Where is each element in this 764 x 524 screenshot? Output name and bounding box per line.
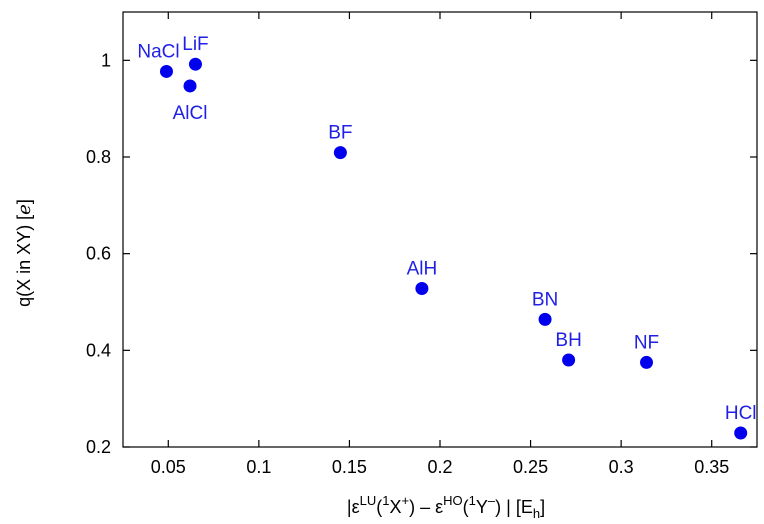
x-tick-label: 0.05: [151, 457, 186, 477]
point-label-lif: LiF: [182, 34, 208, 55]
y-tick-label: 0.8: [86, 147, 111, 167]
point-alcl: [183, 79, 197, 93]
point-label-bn: BN: [532, 289, 558, 310]
point-label-nacl: NaCl: [137, 41, 179, 62]
point-bn: [538, 312, 552, 326]
x-tick-labels: 0.05 0.1 0.15 0.2 0.25 0.3 0.35: [151, 457, 729, 477]
point-nacl: [159, 64, 173, 78]
y-tick-label: 0.4: [86, 340, 111, 360]
y-tick-label: 0.2: [86, 437, 111, 457]
y-tick-label: 0.6: [86, 244, 111, 264]
point-lif: [188, 57, 202, 71]
plot-frame: [122, 11, 758, 448]
x-tick-label: 0.25: [513, 457, 548, 477]
point-labels: NaCl LiF AlCl BF AlH BN BH NF HCl: [137, 34, 756, 424]
y-tick-labels: 0.2 0.4 0.6 0.8 1: [86, 50, 111, 457]
point-nf: [640, 355, 654, 369]
point-bf: [333, 146, 347, 160]
point-label-bf: BF: [328, 123, 352, 144]
point-hcl: [734, 426, 748, 440]
point-bh: [562, 353, 576, 367]
y-tick-label: 1: [101, 50, 111, 70]
point-label-hcl: HCl: [725, 403, 757, 424]
x-tick-label: 0.15: [332, 457, 367, 477]
x-tick-label: 0.1: [246, 457, 271, 477]
point-label-alh: AlH: [407, 258, 438, 279]
x-tick-label: 0.35: [694, 457, 729, 477]
point-alh: [415, 281, 429, 295]
point-label-alcl: AlCl: [173, 103, 208, 124]
x-tick-label: 0.2: [427, 457, 452, 477]
point-label-bh: BH: [555, 330, 581, 351]
x-axis-title: |εLU(1X+) – εHO(1Y–) | [Eh]: [347, 493, 545, 521]
tick-marks: [123, 12, 757, 448]
data-points: [159, 57, 748, 440]
x-tick-label: 0.3: [609, 457, 634, 477]
y-axis-title: q(X in XY) [e]: [14, 199, 35, 307]
point-label-nf: NF: [634, 332, 659, 353]
